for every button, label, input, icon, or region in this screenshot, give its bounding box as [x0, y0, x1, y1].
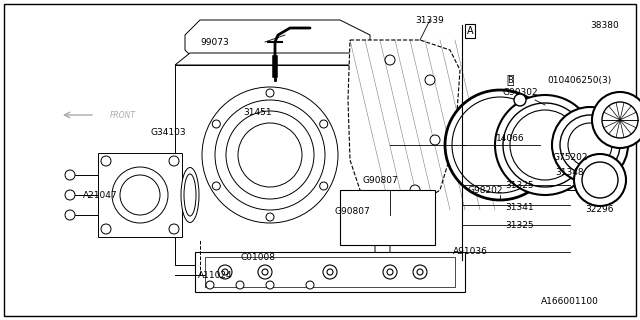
Circle shape: [495, 95, 595, 195]
Circle shape: [510, 110, 580, 180]
Circle shape: [212, 182, 220, 190]
Text: 31341: 31341: [506, 203, 534, 212]
Ellipse shape: [181, 167, 199, 222]
Circle shape: [238, 123, 302, 187]
Bar: [530, 120, 580, 190]
Circle shape: [215, 100, 325, 210]
Text: 14066: 14066: [496, 133, 524, 142]
Text: 31325: 31325: [506, 220, 534, 229]
Circle shape: [258, 265, 272, 279]
Text: FRONT: FRONT: [110, 110, 136, 119]
Polygon shape: [175, 53, 390, 65]
Circle shape: [592, 92, 640, 148]
Text: 010406250(3): 010406250(3): [548, 76, 612, 84]
Circle shape: [582, 162, 618, 198]
Text: 99073: 99073: [200, 37, 229, 46]
Circle shape: [383, 265, 397, 279]
Text: A91036: A91036: [452, 247, 488, 257]
Text: 31451: 31451: [244, 108, 272, 116]
Text: B: B: [507, 76, 513, 84]
Circle shape: [552, 107, 628, 183]
Circle shape: [212, 120, 220, 128]
Circle shape: [602, 102, 638, 138]
Circle shape: [568, 123, 612, 167]
Circle shape: [452, 97, 548, 193]
Circle shape: [387, 269, 393, 275]
Circle shape: [410, 185, 420, 195]
Polygon shape: [185, 20, 370, 65]
Text: G90302: G90302: [502, 87, 538, 97]
Text: G90807: G90807: [362, 175, 398, 185]
Text: G34103: G34103: [150, 127, 186, 137]
Circle shape: [306, 281, 314, 289]
Circle shape: [222, 269, 228, 275]
Circle shape: [266, 89, 274, 97]
Text: G75202: G75202: [552, 153, 588, 162]
Text: 32296: 32296: [586, 205, 614, 214]
Circle shape: [266, 213, 274, 221]
Bar: [205, 257, 455, 287]
Circle shape: [65, 210, 75, 220]
Circle shape: [320, 182, 328, 190]
Circle shape: [514, 94, 526, 106]
Circle shape: [236, 281, 244, 289]
Circle shape: [503, 103, 587, 187]
Circle shape: [425, 75, 435, 85]
Text: G90807: G90807: [334, 207, 370, 217]
Circle shape: [323, 265, 337, 279]
Circle shape: [112, 167, 168, 223]
Circle shape: [445, 90, 555, 200]
Circle shape: [320, 120, 328, 128]
Circle shape: [65, 170, 75, 180]
Bar: [98, 153, 182, 237]
Text: 31348: 31348: [556, 167, 584, 177]
Circle shape: [120, 175, 160, 215]
Circle shape: [101, 224, 111, 234]
Circle shape: [560, 115, 620, 175]
Circle shape: [226, 111, 314, 199]
Circle shape: [218, 265, 232, 279]
Text: 38380: 38380: [591, 20, 620, 29]
Text: A166001100: A166001100: [541, 298, 599, 307]
Circle shape: [385, 55, 395, 65]
Polygon shape: [375, 53, 390, 265]
Text: Ⓑ: Ⓑ: [506, 74, 514, 86]
Circle shape: [262, 269, 268, 275]
Circle shape: [206, 281, 214, 289]
Circle shape: [202, 87, 338, 223]
Polygon shape: [348, 40, 460, 210]
Text: A: A: [467, 26, 474, 36]
Bar: [195, 252, 465, 292]
Circle shape: [417, 269, 423, 275]
Circle shape: [101, 156, 111, 166]
Circle shape: [169, 224, 179, 234]
Circle shape: [327, 269, 333, 275]
Bar: [175, 65, 375, 265]
Circle shape: [413, 265, 427, 279]
Text: 31325: 31325: [506, 180, 534, 189]
Text: C01008: C01008: [241, 253, 275, 262]
Circle shape: [266, 281, 274, 289]
Text: A11024: A11024: [198, 270, 232, 279]
Bar: [340, 190, 435, 245]
Circle shape: [65, 190, 75, 200]
Circle shape: [574, 154, 626, 206]
Text: G98202: G98202: [467, 186, 503, 195]
Text: A21047: A21047: [83, 190, 117, 199]
Ellipse shape: [184, 174, 196, 216]
Circle shape: [169, 156, 179, 166]
Text: 31339: 31339: [415, 15, 444, 25]
Circle shape: [430, 135, 440, 145]
